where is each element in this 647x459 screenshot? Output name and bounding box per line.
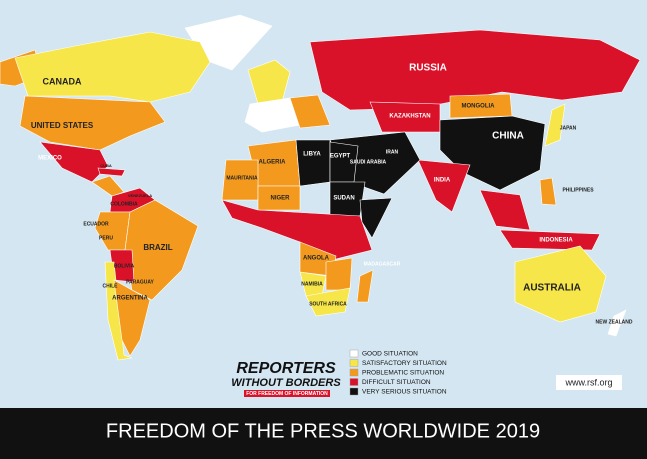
russia — [309, 29, 641, 111]
country-label: CUBA — [100, 163, 112, 168]
country-label: CHILE — [103, 283, 119, 289]
country-label: ARGENTINA — [112, 296, 148, 302]
country-label: SAUDI ARABIA — [350, 159, 387, 165]
country-label: UNITED STATES — [31, 121, 94, 130]
country-label: EGYPT — [330, 154, 351, 160]
legend-label: PROBLEMATIC SITUATION — [362, 370, 444, 377]
title: FREEDOM OF THE PRESS WORLDWIDE 2019 — [106, 420, 540, 442]
niger — [257, 185, 301, 211]
central-america — [91, 175, 125, 197]
cuba — [97, 167, 126, 177]
url: www.rsf.org — [564, 377, 612, 387]
country-label: PHILIPPINES — [562, 187, 594, 193]
country-labels: CANADA UNITED STATES MEXICO CUBA COLOMBIA VEN… — [31, 63, 633, 326]
country-label: LIBYA — [303, 152, 321, 158]
legend-label: SATISFACTORY SITUATION — [362, 360, 447, 367]
country-label: CHINA — [492, 131, 524, 142]
logo-line: WITHOUT BORDERS — [231, 377, 341, 389]
argentina — [113, 279, 151, 357]
madagascar — [356, 269, 374, 303]
usa — [19, 95, 166, 151]
country-label: SUDAN — [333, 196, 354, 202]
country-label: BOLIVIA — [114, 263, 135, 269]
country-label: MAURITANIA — [226, 175, 258, 181]
country-label: NIGER — [270, 196, 290, 202]
country-label: AUSTRALIA — [523, 283, 581, 294]
philippines — [539, 177, 557, 206]
japan — [544, 103, 566, 147]
country-label: IRAN — [386, 149, 399, 155]
country-label: RUSSIA — [409, 63, 447, 74]
country-label: BRAZIL — [143, 243, 172, 252]
country-label: KAZAKHSTAN — [389, 114, 430, 120]
title-banner — [0, 408, 647, 459]
canada — [14, 31, 211, 103]
legend-swatch — [349, 378, 359, 386]
legend-label: VERY SERIOUS SITUATION — [362, 389, 447, 396]
country-label: ANGOLA — [303, 256, 330, 262]
country-label: PERU — [99, 235, 113, 241]
legend-swatch — [349, 359, 359, 367]
country-label: JAPAN — [560, 125, 577, 131]
australia — [514, 245, 607, 323]
logo-band — [244, 390, 330, 397]
country-label: ECUADOR — [83, 221, 109, 227]
country-label: PARAGUAY — [126, 279, 154, 285]
indonesia — [499, 229, 601, 251]
scandinavia — [247, 59, 291, 111]
land — [0, 14, 641, 361]
country-label: VENEZUELA — [128, 193, 152, 198]
country-label: INDIA — [434, 178, 451, 184]
legend-label: GOOD SITUATION — [362, 351, 418, 358]
country-label: INDONESIA — [539, 238, 573, 244]
url-box — [556, 375, 622, 390]
libya — [295, 139, 331, 187]
legend-label: DIFFICULT SITUATION — [362, 379, 431, 386]
country-label: NEW ZEALAND — [596, 319, 633, 325]
country-label: MEXICO — [38, 156, 62, 162]
horn-of-africa — [359, 197, 393, 239]
legend-swatch — [349, 349, 359, 358]
south-africa — [305, 287, 351, 317]
eastern-europe — [289, 94, 331, 129]
legend-swatch — [349, 368, 359, 377]
country-label: MADAGASCAR — [364, 261, 401, 267]
country-label: ALGERIA — [259, 160, 287, 166]
logo-tagline: FOR FREEDOM OF INFORMATION — [246, 391, 328, 397]
southern-africa — [325, 257, 353, 291]
country-label: CANADA — [43, 76, 82, 86]
country-label: SOUTH AFRICA — [309, 301, 347, 307]
country-label: COLOMBIA — [110, 201, 138, 207]
country-label: MONGOLIA — [462, 104, 496, 110]
legend: GOOD SITUATION SATISFACTORY SITUATION PROB… — [349, 349, 447, 396]
logo: REPORTERS WITHOUT BORDERS FOR FREEDOM OF… — [231, 360, 341, 397]
legend-swatch — [349, 387, 359, 396]
western-europe — [244, 97, 301, 133]
india — [417, 159, 471, 213]
logo-line: REPORTERS — [236, 360, 336, 377]
southeast-asia — [479, 189, 531, 231]
new-zealand — [607, 309, 627, 337]
country-label: NAMIBIA — [301, 281, 323, 287]
